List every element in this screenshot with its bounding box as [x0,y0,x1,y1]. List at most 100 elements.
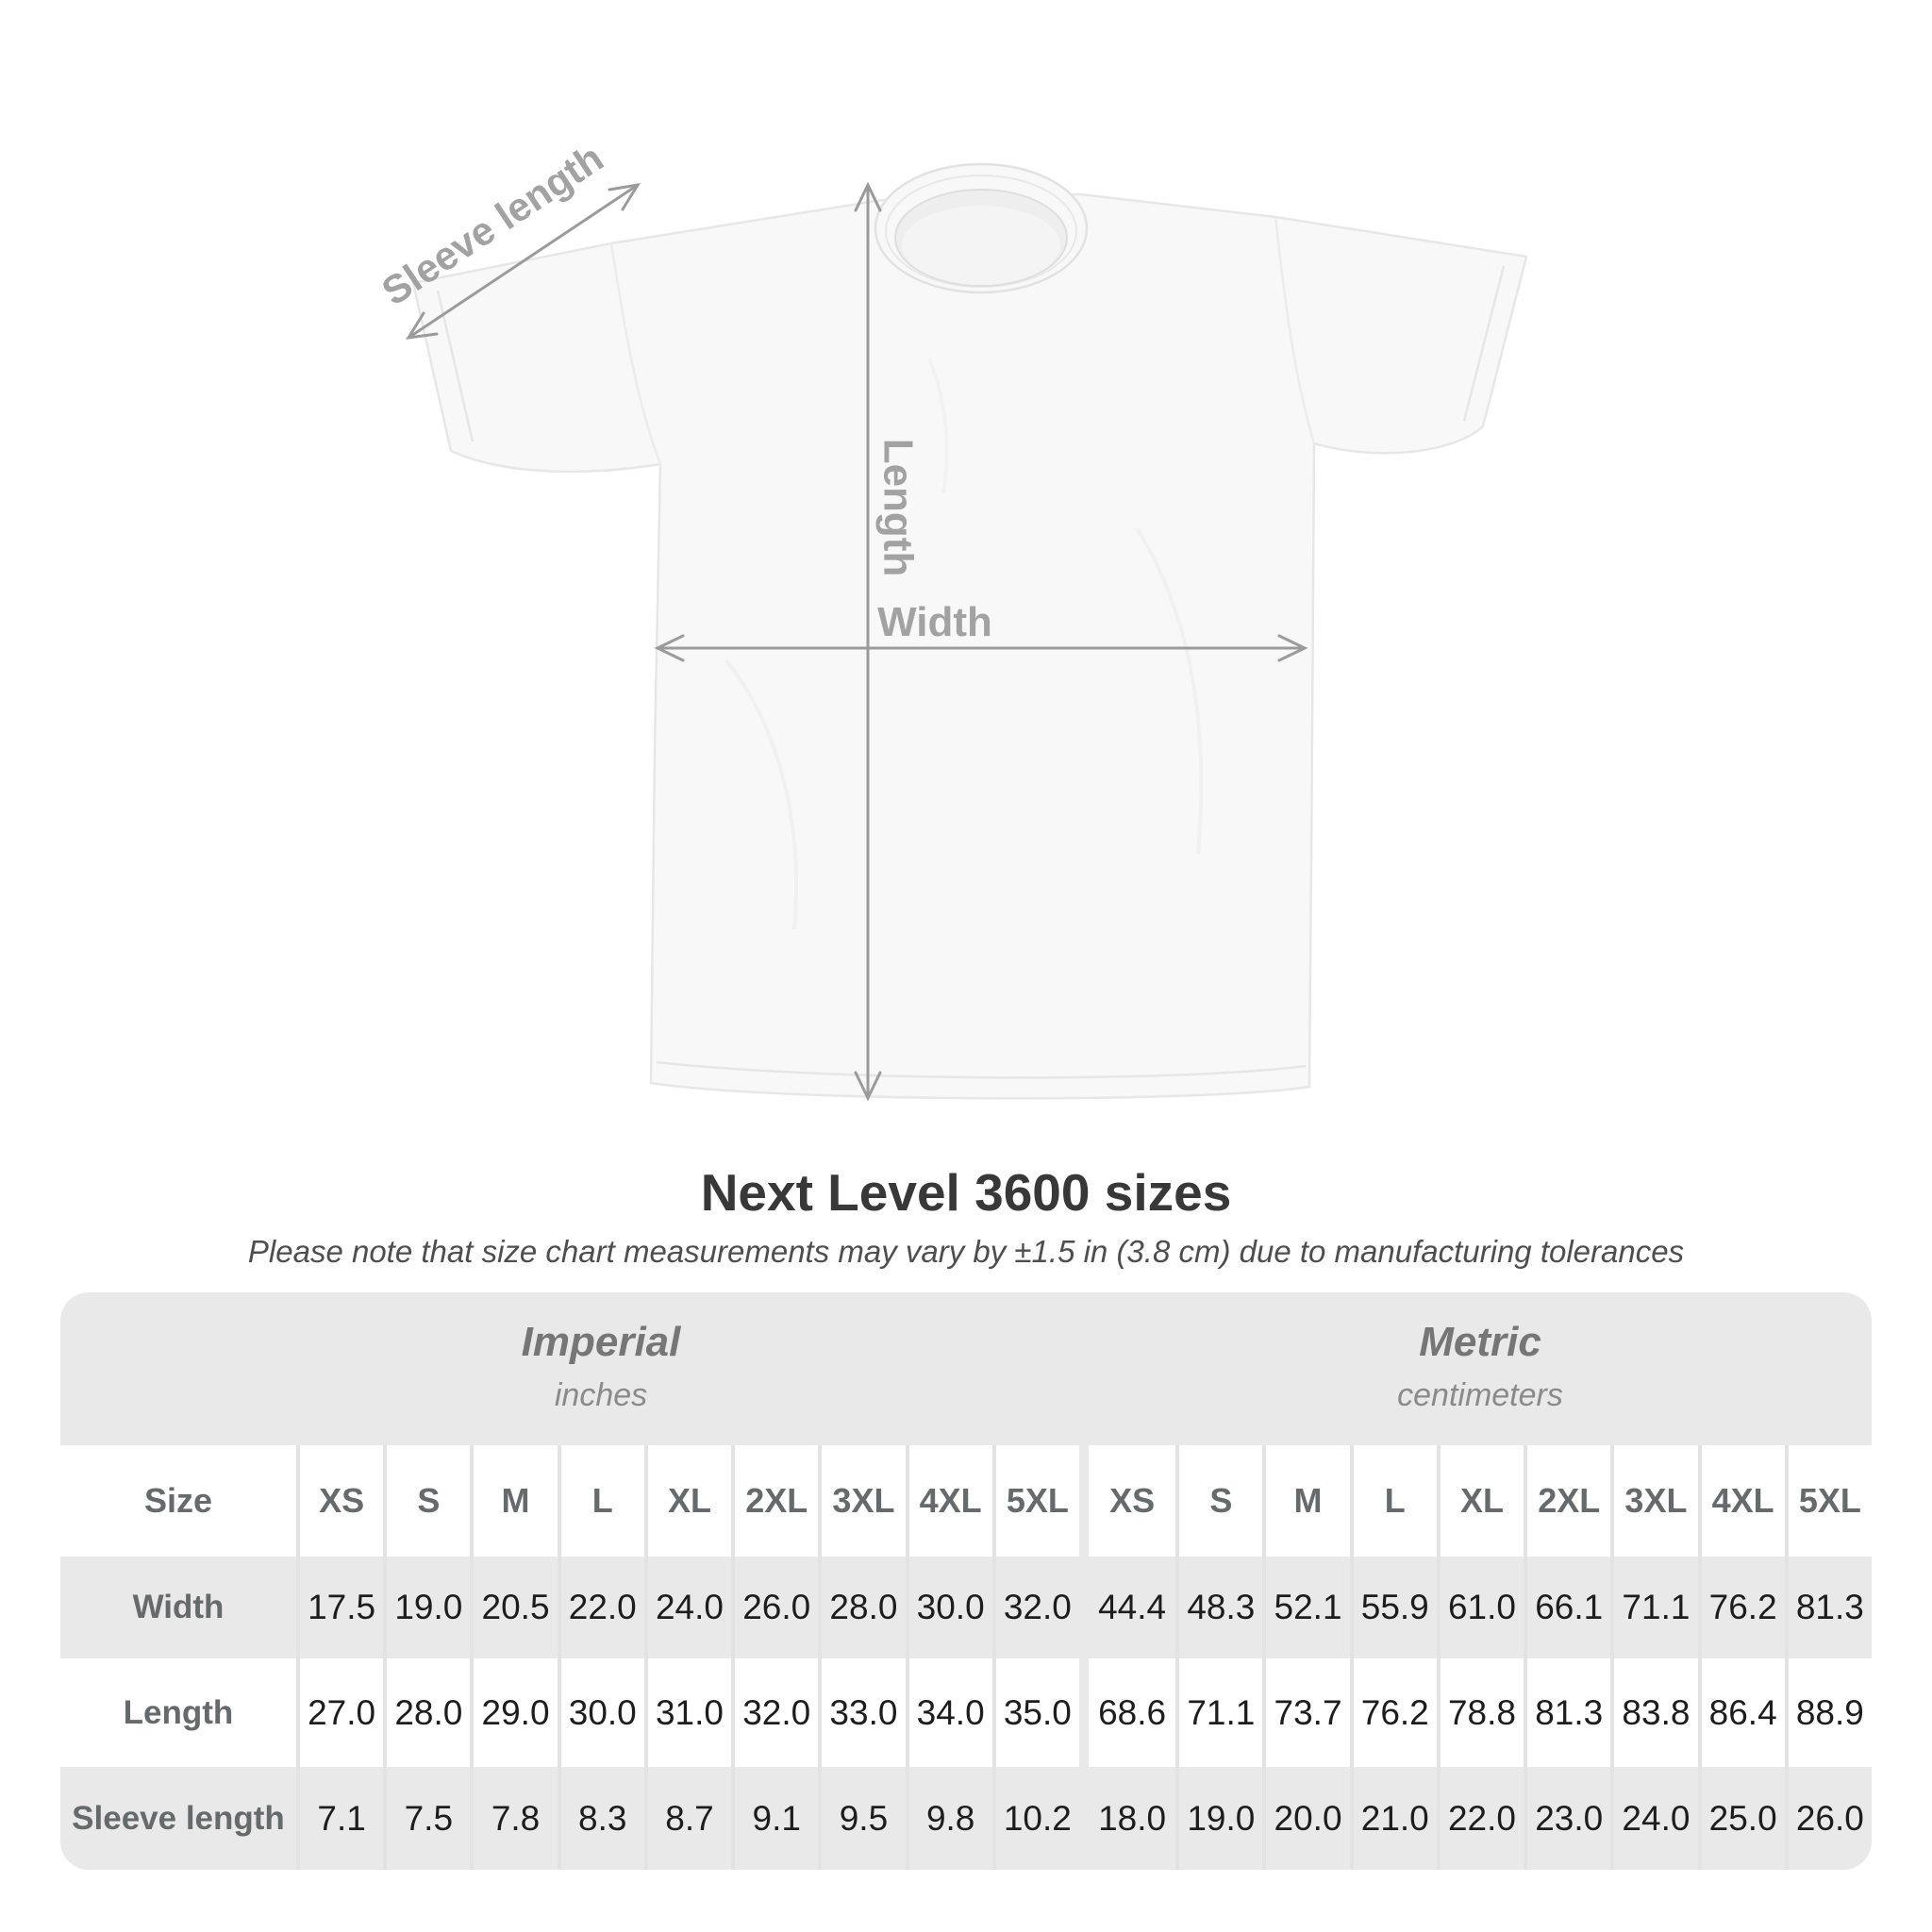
value-cell: 8.3 [557,1767,644,1870]
length-arrow [854,181,882,1102]
table-row-length: Length 27.0 28.0 29.0 30.0 31.0 32.0 33.… [60,1658,1872,1767]
header-cell: M [470,1445,558,1557]
group-gap [1079,1445,1089,1557]
value-cell: 33.0 [818,1658,906,1767]
header-cell: S [383,1445,471,1557]
width-arrow [654,634,1308,662]
value-cell: 21.0 [1349,1767,1437,1870]
length-label: Length [875,439,922,577]
value-cell: 9.1 [731,1767,818,1870]
header-cell: XS [1088,1445,1176,1557]
value-cell: 28.0 [818,1557,905,1658]
header-cell: XL [1436,1445,1524,1557]
group-gap [1079,1557,1089,1658]
value-cell: 78.8 [1436,1658,1524,1767]
group-gap [1079,1658,1089,1767]
value-cell: 22.0 [1436,1767,1524,1870]
value-cell: 48.3 [1175,1557,1262,1658]
imperial-name: Imperial [521,1319,681,1365]
value-cell: 31.0 [643,1658,732,1767]
value-cell: 73.7 [1262,1658,1350,1767]
value-cell: 81.3 [1524,1658,1611,1767]
value-cell: 7.8 [470,1767,557,1870]
value-cell: 68.6 [1088,1658,1176,1767]
value-cell: 24.0 [1610,1767,1697,1870]
header-cell: 4XL [905,1445,992,1557]
header-cell: 4XL [1697,1445,1785,1557]
value-cell: 17.5 [296,1557,383,1658]
value-cell: 34.0 [905,1658,992,1767]
wrinkle [724,658,798,930]
value-cell: 19.0 [383,1557,470,1658]
value-cell: 20.0 [1262,1767,1349,1870]
header-cell: XL [643,1445,732,1557]
value-cell: 61.0 [1436,1557,1524,1658]
value-cell: 29.0 [470,1658,558,1767]
table-row-width: Width 17.5 19.0 20.5 22.0 24.0 26.0 28.0… [60,1557,1872,1658]
value-cell: 20.5 [470,1557,557,1658]
header-cell: XS [296,1445,384,1557]
size-header-cell: Size [60,1445,296,1557]
value-cell: 81.3 [1784,1557,1872,1658]
value-cell: 26.0 [1784,1767,1872,1870]
row-label-cell: Length [60,1658,296,1767]
value-cell: 76.2 [1697,1557,1785,1658]
value-cell: 10.2 [991,1767,1079,1870]
right-armhole-seam [1274,216,1316,444]
size-header-label: Size [143,1481,213,1520]
value-cell: 7.1 [296,1767,383,1870]
group-gap [1079,1767,1089,1870]
value-cell: 8.7 [643,1767,731,1870]
header-cell: M [1262,1445,1350,1557]
value-cell: 32.0 [731,1658,819,1767]
value-cell: 66.1 [1524,1557,1610,1658]
metric-name: Metric [1419,1319,1541,1365]
value-cell: 30.0 [905,1557,992,1658]
row-label-cell: Sleeve length [72,1799,285,1837]
value-cell: 19.0 [1175,1767,1262,1870]
value-cell: 28.0 [383,1658,471,1767]
value-cell: 55.9 [1349,1557,1437,1658]
tshirt-body [411,192,1528,1100]
value-cell: 9.5 [818,1767,905,1870]
size-table: Imperial inches Metric centimeters Size … [60,1292,1872,1870]
sleeve-length-arrow [406,182,641,340]
value-cell: 26.0 [731,1557,818,1658]
header-cell: L [557,1445,644,1557]
value-cell: 30.0 [557,1658,644,1767]
value-cell: 18.0 [1098,1798,1167,1838]
unit-band: Imperial inches Metric centimeters [60,1292,1872,1445]
page-title: Next Level 3600 sizes [700,1163,1232,1222]
header-cell: 2XL [1524,1445,1611,1557]
imperial-heading: Imperial inches [522,1319,681,1414]
measurement-arrows [406,181,1308,1102]
header-cell: 3XL [818,1445,906,1557]
tshirt-diagram: Sleeve length Length Width [374,135,1528,1102]
header-cell: 3XL [1610,1445,1698,1557]
table-row-sleeve-length: Sleeve length 7.1 7.5 7.8 8.3 8.7 9.1 9.… [60,1767,1872,1870]
left-armhole-seam [609,242,662,465]
imperial-unit: inches [554,1377,648,1413]
header-cell: S [1175,1445,1263,1557]
value-cell: 44.4 [1098,1588,1167,1626]
value-cell: 71.1 [1610,1557,1697,1658]
width-label: Width [877,599,992,645]
collar-inner-back [902,206,1060,285]
value-cell: 32.0 [991,1557,1079,1658]
header-cell: 5XL [991,1445,1079,1557]
value-cell: 83.8 [1610,1658,1698,1767]
value-cell: 22.0 [557,1557,644,1658]
header-cell: L [1349,1445,1437,1557]
page-subtitle: Please note that size chart measurements… [247,1234,1685,1269]
value-cell: 88.9 [1784,1658,1872,1767]
right-cuff-stitch [1462,265,1506,422]
metric-unit: centimeters [1397,1377,1563,1413]
value-cell: 52.1 [1262,1557,1349,1658]
value-cell: 76.2 [1349,1658,1437,1767]
row-label-cell: Width [132,1589,225,1625]
metric-heading: Metric centimeters [1397,1319,1563,1414]
value-cell: 7.5 [383,1767,470,1870]
hem-stitch [656,1060,1307,1079]
wrinkle [927,358,949,493]
